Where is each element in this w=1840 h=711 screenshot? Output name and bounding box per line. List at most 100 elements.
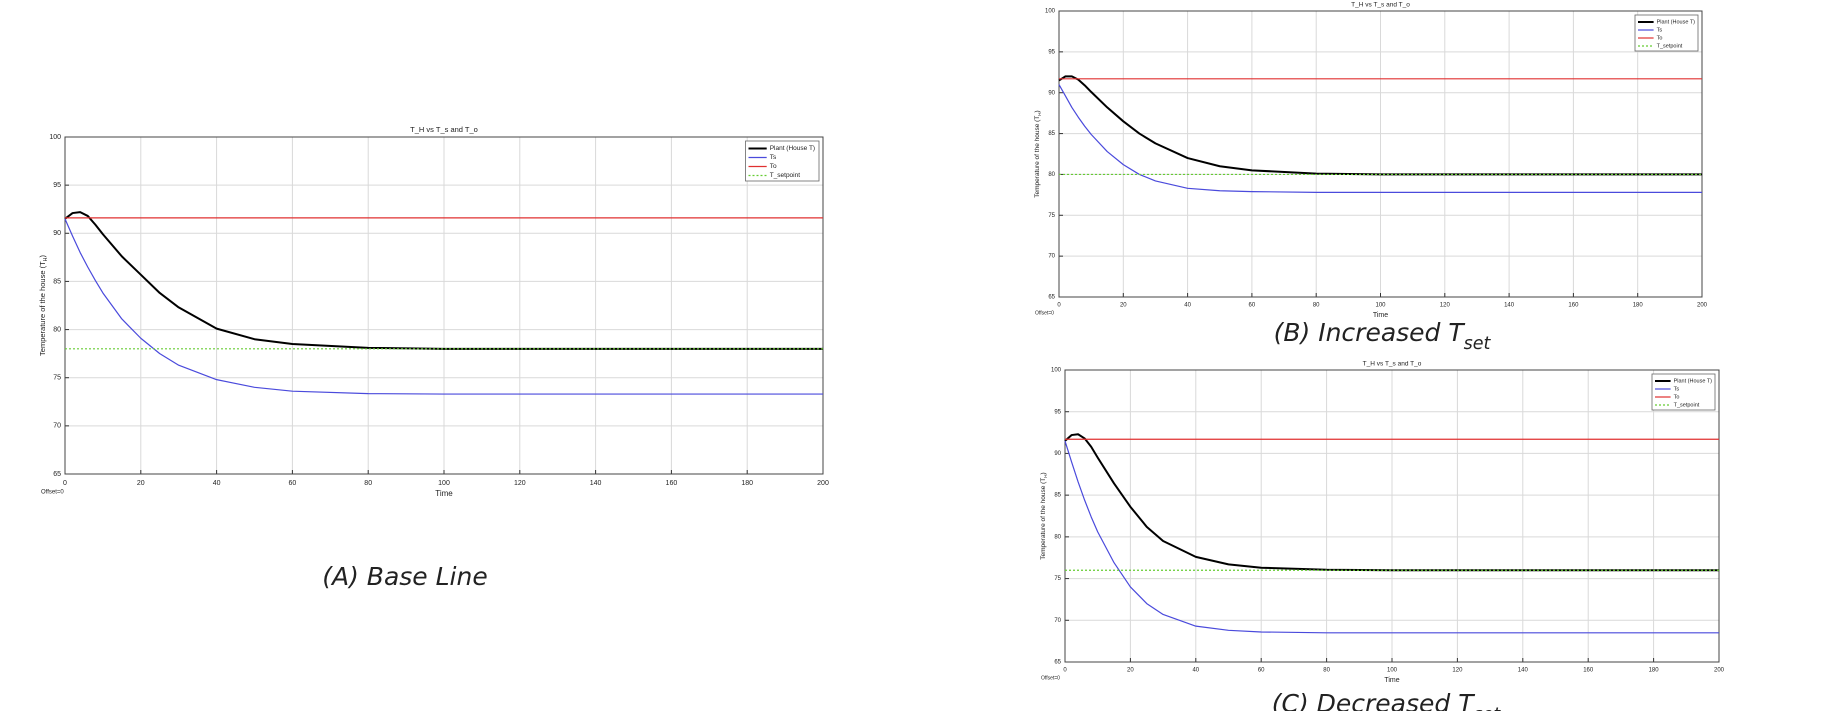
y-axis-label-part: ) bbox=[38, 255, 47, 258]
x-tick-label: 200 bbox=[1697, 303, 1708, 309]
caption: (B) Increased Tset bbox=[1274, 318, 1492, 354]
y-tick-label: 95 bbox=[53, 182, 61, 189]
x-tick-label: 0 bbox=[1057, 303, 1061, 309]
legend-label: To bbox=[1657, 35, 1663, 41]
x-tick-label: 120 bbox=[1440, 303, 1451, 309]
x-tick-label: 160 bbox=[1568, 303, 1579, 309]
legend-label: To bbox=[1674, 394, 1680, 400]
x-tick-label: 80 bbox=[1313, 303, 1320, 309]
x-tick-label: 140 bbox=[590, 480, 602, 487]
y-axis-label-part: Temperature of the house (T bbox=[1034, 116, 1041, 198]
x-tick-label: 180 bbox=[1633, 303, 1644, 309]
y-tick-label: 85 bbox=[53, 278, 61, 285]
x-tick-label: 200 bbox=[1714, 668, 1725, 674]
y-tick-label: 100 bbox=[1051, 368, 1062, 374]
y-axis-label-part: Temperature of the house (T bbox=[1040, 478, 1047, 560]
x-tick-label: 0 bbox=[1063, 668, 1067, 674]
x-tick-label: 80 bbox=[364, 480, 372, 487]
chart-title: T_H vs T_s and T_o bbox=[1363, 361, 1422, 368]
y-tick-label: 65 bbox=[1054, 660, 1061, 666]
y-tick-label: 75 bbox=[1054, 576, 1061, 582]
legend-label: Ts bbox=[1657, 27, 1663, 33]
y-tick-label: 85 bbox=[1054, 493, 1061, 499]
caption-subscript: set bbox=[1464, 334, 1492, 354]
x-tick-label: 100 bbox=[1387, 668, 1398, 674]
x-tick-label: 40 bbox=[1184, 303, 1191, 309]
y-axis-label-subscript: H bbox=[43, 257, 49, 261]
x-tick-label: 0 bbox=[63, 480, 67, 487]
caption-part: (C) Decreased T bbox=[1272, 689, 1475, 711]
y-tick-label: 95 bbox=[1048, 49, 1055, 55]
x-tick-label: 60 bbox=[289, 480, 297, 487]
legend-label: Ts bbox=[1674, 386, 1680, 392]
y-tick-label: 100 bbox=[1045, 9, 1056, 15]
y-tick-label: 90 bbox=[1048, 90, 1055, 96]
x-axis-label: Time bbox=[435, 489, 453, 498]
y-tick-label: 80 bbox=[53, 326, 61, 333]
series-line bbox=[64, 218, 823, 395]
legend-label: T_setpoint bbox=[1674, 402, 1700, 408]
x-tick-label: 140 bbox=[1504, 303, 1515, 309]
x-tick-label: 100 bbox=[1375, 303, 1386, 309]
chart-title: T_H vs T_s and T_o bbox=[1351, 2, 1410, 9]
x-tick-label: 180 bbox=[1649, 668, 1660, 674]
caption-part: (A) Base Line bbox=[322, 562, 487, 591]
note: Offset=0 bbox=[41, 490, 64, 496]
x-tick-label: 180 bbox=[741, 480, 753, 487]
x-tick-label: 40 bbox=[1192, 668, 1199, 674]
y-tick-label: 100 bbox=[49, 134, 61, 141]
y-tick-label: 70 bbox=[1048, 254, 1055, 260]
note: Offset=0 bbox=[1041, 675, 1060, 681]
series-line bbox=[1064, 440, 1719, 634]
x-tick-label: 100 bbox=[438, 480, 450, 487]
legend-label: T_setpoint bbox=[770, 172, 801, 179]
x-axis-label: Time bbox=[1384, 677, 1399, 684]
y-tick-label: 95 bbox=[1054, 409, 1061, 415]
axes-box bbox=[64, 136, 824, 475]
legend-label: Plant (House T) bbox=[1657, 19, 1696, 25]
y-axis-label-part: ) bbox=[1040, 472, 1047, 474]
x-tick-label: 60 bbox=[1258, 668, 1265, 674]
caption-part: (B) Increased T bbox=[1274, 318, 1466, 347]
y-axis-label: Temperature of the house (TH) bbox=[38, 255, 49, 356]
x-tick-label: 40 bbox=[213, 480, 221, 487]
x-tick-label: 20 bbox=[1120, 303, 1127, 309]
legend-label: Ts bbox=[770, 154, 777, 161]
y-axis-label: Temperature of the house (TH) bbox=[1040, 472, 1048, 559]
series-line bbox=[1058, 75, 1702, 176]
y-tick-label: 65 bbox=[1048, 295, 1055, 301]
y-tick-label: 85 bbox=[1048, 131, 1055, 137]
y-tick-label: 90 bbox=[1054, 451, 1061, 457]
axes-box bbox=[1058, 10, 1703, 298]
y-axis-label: Temperature of the house (TH) bbox=[1034, 110, 1042, 197]
y-tick-label: 70 bbox=[1054, 618, 1061, 624]
y-tick-label: 80 bbox=[1048, 172, 1055, 178]
x-tick-label: 120 bbox=[514, 480, 526, 487]
legend-label: To bbox=[770, 163, 777, 170]
legend-label: T_setpoint bbox=[1657, 43, 1683, 49]
y-axis-label-subscript: H bbox=[1043, 474, 1048, 477]
y-tick-label: 70 bbox=[53, 423, 61, 430]
series-line bbox=[1058, 84, 1702, 194]
legend-label: Plant (House T) bbox=[1674, 378, 1713, 384]
x-axis-label: Time bbox=[1373, 312, 1388, 319]
legend-label: Plant (House T) bbox=[770, 145, 815, 152]
caption-subscript: set bbox=[1474, 705, 1502, 711]
x-tick-label: 200 bbox=[817, 480, 829, 487]
x-tick-label: 160 bbox=[1583, 668, 1594, 674]
y-axis-label-part: ) bbox=[1034, 110, 1041, 112]
caption: (A) Base Line bbox=[322, 562, 487, 591]
y-tick-label: 75 bbox=[1048, 213, 1055, 219]
x-tick-label: 120 bbox=[1452, 668, 1463, 674]
y-tick-label: 75 bbox=[53, 375, 61, 382]
chart-title: T_H vs T_s and T_o bbox=[410, 125, 478, 134]
x-tick-label: 60 bbox=[1249, 303, 1256, 309]
y-axis-label-part: Temperature of the house (T bbox=[38, 261, 47, 356]
y-axis-label-subscript: H bbox=[1037, 112, 1042, 115]
axes-box bbox=[1064, 369, 1720, 663]
x-tick-label: 160 bbox=[666, 480, 678, 487]
x-tick-label: 20 bbox=[1127, 668, 1134, 674]
x-tick-label: 140 bbox=[1518, 668, 1529, 674]
